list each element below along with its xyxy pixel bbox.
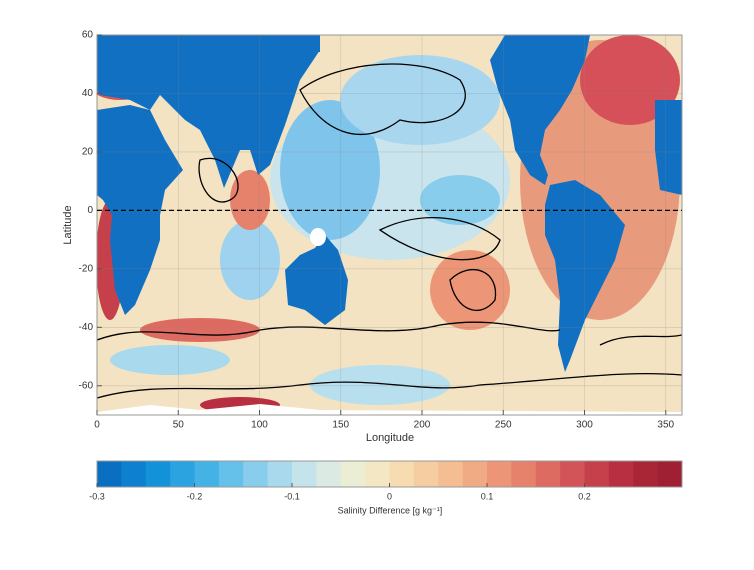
colorbar-band xyxy=(584,461,610,487)
x-tick-label: 150 xyxy=(332,420,349,431)
colorbar-band xyxy=(511,461,537,487)
x-tick-label: 350 xyxy=(657,420,674,431)
x-tick-label: 100 xyxy=(251,420,268,431)
colorbar-band xyxy=(97,461,122,487)
colorbar-band xyxy=(438,461,464,487)
colorbar-band xyxy=(657,461,683,487)
colorbar-band xyxy=(413,461,439,487)
colorbar-band xyxy=(121,461,147,487)
colorbar-tick-label: -0.2 xyxy=(187,491,203,501)
colorbar-band xyxy=(487,461,512,487)
y-axis-label: Latitude xyxy=(62,205,74,244)
colorbar-band xyxy=(292,461,317,487)
colorbar-band xyxy=(462,461,488,487)
x-tick-label: 200 xyxy=(414,420,431,431)
y-tick-label: -20 xyxy=(79,263,94,274)
colorbar-band xyxy=(340,461,366,487)
colorbar-band xyxy=(389,461,415,487)
colorbar-tick-label: -0.1 xyxy=(284,491,300,501)
colorbar-band xyxy=(194,461,220,487)
colorbar-band xyxy=(170,461,195,487)
colorbar-band xyxy=(633,461,659,487)
colorbar-band xyxy=(218,461,244,487)
salinity-field xyxy=(97,35,682,415)
plot-frame xyxy=(96,34,683,416)
y-tick-label: 60 xyxy=(82,30,94,41)
x-tick-label: 0 xyxy=(94,420,100,431)
colorbar-band xyxy=(608,461,634,487)
colorbar-tick-label: 0 xyxy=(387,491,392,501)
colorbar-label: Salinity Difference [g kg⁻¹] xyxy=(338,505,443,515)
y-tick-label: -60 xyxy=(79,380,94,391)
colorbar-band xyxy=(243,461,269,487)
colorbar-band xyxy=(560,461,585,487)
y-tick-label: 40 xyxy=(82,88,94,99)
y-tick-label: 20 xyxy=(82,147,94,158)
colorbar-band xyxy=(316,461,342,487)
y-tick-label: 0 xyxy=(87,205,93,216)
x-tick-label: 50 xyxy=(173,420,185,431)
x-axis-label: Longitude xyxy=(366,432,414,444)
x-tick-label: 250 xyxy=(495,420,512,431)
colorbar-band xyxy=(365,461,390,487)
y-tick-label: -40 xyxy=(79,322,94,333)
colorbar-tick-label: 0.1 xyxy=(481,491,494,501)
x-tick-label: 300 xyxy=(576,420,593,431)
colorbar-band xyxy=(145,461,171,487)
colorbar-tick-label: 0.2 xyxy=(578,491,591,501)
colorbar-band xyxy=(267,461,293,487)
colorbar-band xyxy=(535,461,561,487)
colorbar-tick-label: -0.3 xyxy=(89,491,105,501)
